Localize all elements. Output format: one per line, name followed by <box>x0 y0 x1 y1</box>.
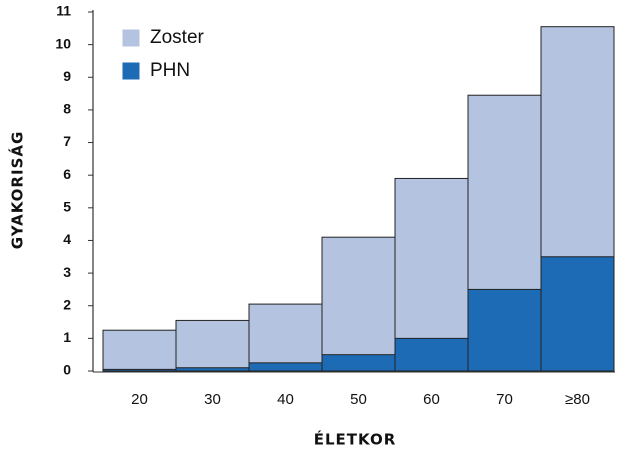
bar <box>394 337 469 372</box>
legend-swatch <box>122 62 140 80</box>
x-tick-label: 40 <box>277 391 294 408</box>
y-tick-label: 1 <box>63 329 71 345</box>
bar <box>540 256 615 372</box>
legend-label: PHN <box>150 60 190 81</box>
y-tick-label: 9 <box>63 68 71 84</box>
x-tick-label: 20 <box>131 391 148 408</box>
bar <box>467 288 542 372</box>
y-tick-label: 10 <box>55 35 71 51</box>
y-tick-label: 5 <box>63 199 71 215</box>
bar <box>248 362 323 372</box>
y-axis-title: GYAKORISÁG <box>8 131 27 250</box>
y-tick-label: 2 <box>63 296 71 312</box>
bar <box>175 319 250 372</box>
y-tick-label: 7 <box>63 133 71 149</box>
x-tick-label: ≥80 <box>565 391 590 408</box>
y-tick-label: 0 <box>63 362 71 378</box>
y-tick-label: 6 <box>63 166 71 182</box>
legend-label: Zoster <box>150 27 205 48</box>
x-axis-title: ÉLETKOR <box>314 430 397 449</box>
bar <box>321 236 396 372</box>
y-tick-label: 8 <box>63 101 71 117</box>
x-tick-label: 30 <box>204 391 221 408</box>
bar <box>102 329 177 372</box>
x-tick-label: 70 <box>496 391 513 408</box>
y-tick-label: 3 <box>63 264 71 280</box>
y-tick-label: 4 <box>63 231 71 247</box>
bar <box>321 354 396 372</box>
x-tick-label: 60 <box>423 391 440 408</box>
bar <box>248 303 323 372</box>
legend-swatch <box>122 29 140 47</box>
y-tick-label: 11 <box>56 3 71 19</box>
bar <box>175 367 250 372</box>
x-tick-label: 50 <box>350 391 367 408</box>
bar <box>102 368 177 372</box>
